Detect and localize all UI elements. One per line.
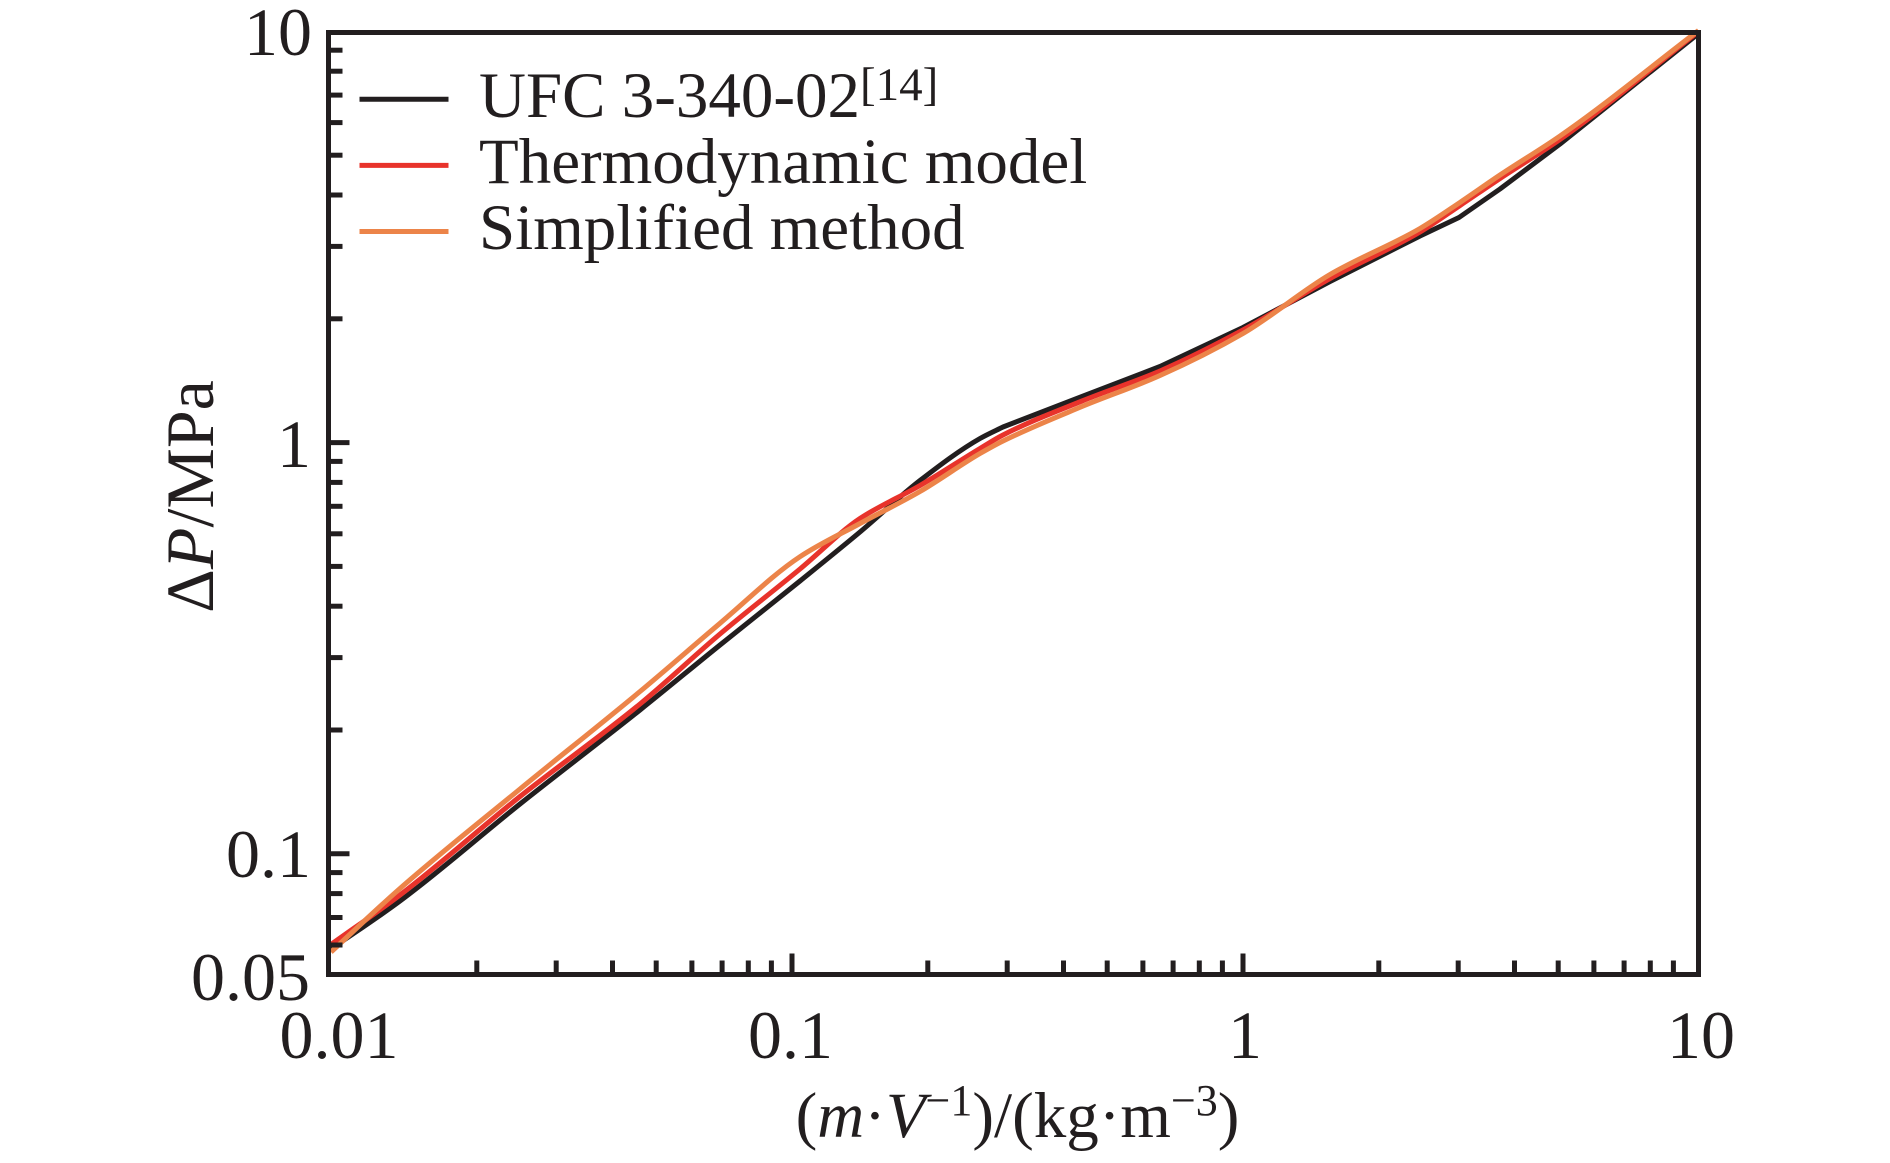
svg-text:0.05: 0.05 <box>191 939 310 1015</box>
svg-text:(m·V−1)/(kg·m−3): (m·V−1)/(kg·m−3) <box>796 1076 1240 1152</box>
svg-text:0.1: 0.1 <box>226 816 311 892</box>
svg-text:0.1: 0.1 <box>748 997 833 1073</box>
svg-text:Simplified method: Simplified method <box>479 192 965 264</box>
svg-text:ΔP/MPa: ΔP/MPa <box>152 380 228 613</box>
svg-text:10: 10 <box>1667 997 1735 1073</box>
svg-text:1: 1 <box>277 406 311 482</box>
svg-text:Thermodynamic model: Thermodynamic model <box>479 126 1087 198</box>
svg-text:0.01: 0.01 <box>280 997 399 1073</box>
svg-text:10: 10 <box>244 0 312 70</box>
svg-text:1: 1 <box>1228 997 1262 1073</box>
